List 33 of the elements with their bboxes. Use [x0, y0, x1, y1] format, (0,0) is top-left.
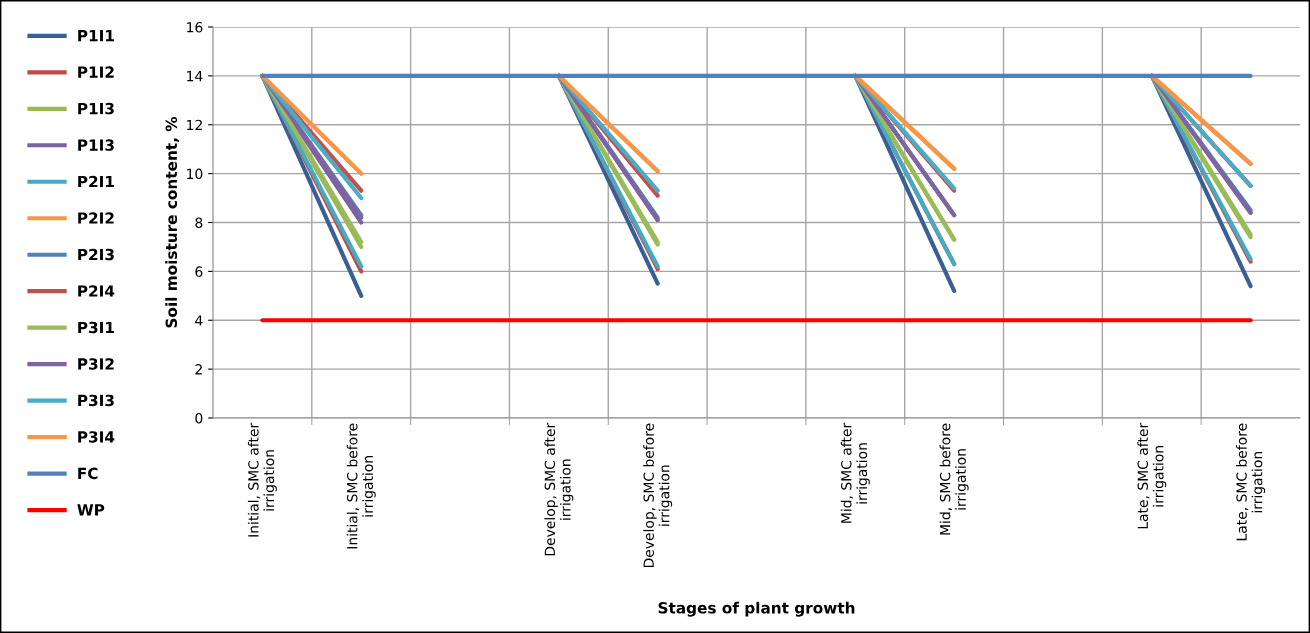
- x-tick-label: Mid, SMC after irrigation: [840, 422, 870, 523]
- legend-label: P1I3: [78, 102, 114, 115]
- legend-label: P1I1: [78, 30, 114, 42]
- y-tick-label: 6: [195, 266, 203, 277]
- x-tick-label: Develop, SMC before irrigation: [643, 423, 673, 568]
- legend-label: P3I1: [78, 321, 114, 334]
- y-tick-label: 14: [187, 71, 203, 82]
- x-axis-title: Stages of plant growth: [658, 601, 855, 617]
- legend-label: WP: [77, 504, 105, 516]
- x-tick-label: Mid, SMC before irrigation: [939, 423, 969, 535]
- legend-label: P1I3: [78, 139, 114, 151]
- legend-label: P2I2: [78, 212, 114, 224]
- legend-label: P3I2: [78, 358, 114, 370]
- x-tick-label: Late, SMC before irrigation: [1236, 423, 1266, 541]
- y-tick-label: 8: [195, 217, 203, 228]
- y-tick-label: 2: [195, 364, 202, 375]
- y-tick-label: 4: [195, 315, 203, 326]
- y-tick-label: 12: [187, 119, 202, 131]
- legend-label: P2I4: [78, 285, 115, 297]
- x-tick-label: Initial, SMC after irrigation: [247, 422, 277, 537]
- legend-label: P1I2: [78, 66, 114, 78]
- y-tick-label: 16: [187, 21, 203, 33]
- legend-label: P3I4: [78, 431, 115, 443]
- y-axis-title: Soil moisture content, %: [165, 116, 180, 328]
- legend-label: P2I3: [78, 248, 114, 261]
- y-tick-label: 10: [187, 168, 203, 180]
- legend-label: P2I1: [78, 175, 114, 188]
- legend-label: P3I3: [78, 394, 114, 407]
- y-tick-label: 0: [195, 412, 203, 424]
- x-tick-label: Develop, SMC after irrigation: [544, 422, 574, 556]
- legend-label: FC: [78, 467, 98, 480]
- x-tick-label: Initial, SMC before irrigation: [346, 423, 376, 549]
- x-tick-label: Late, SMC after irrigation: [1137, 422, 1167, 529]
